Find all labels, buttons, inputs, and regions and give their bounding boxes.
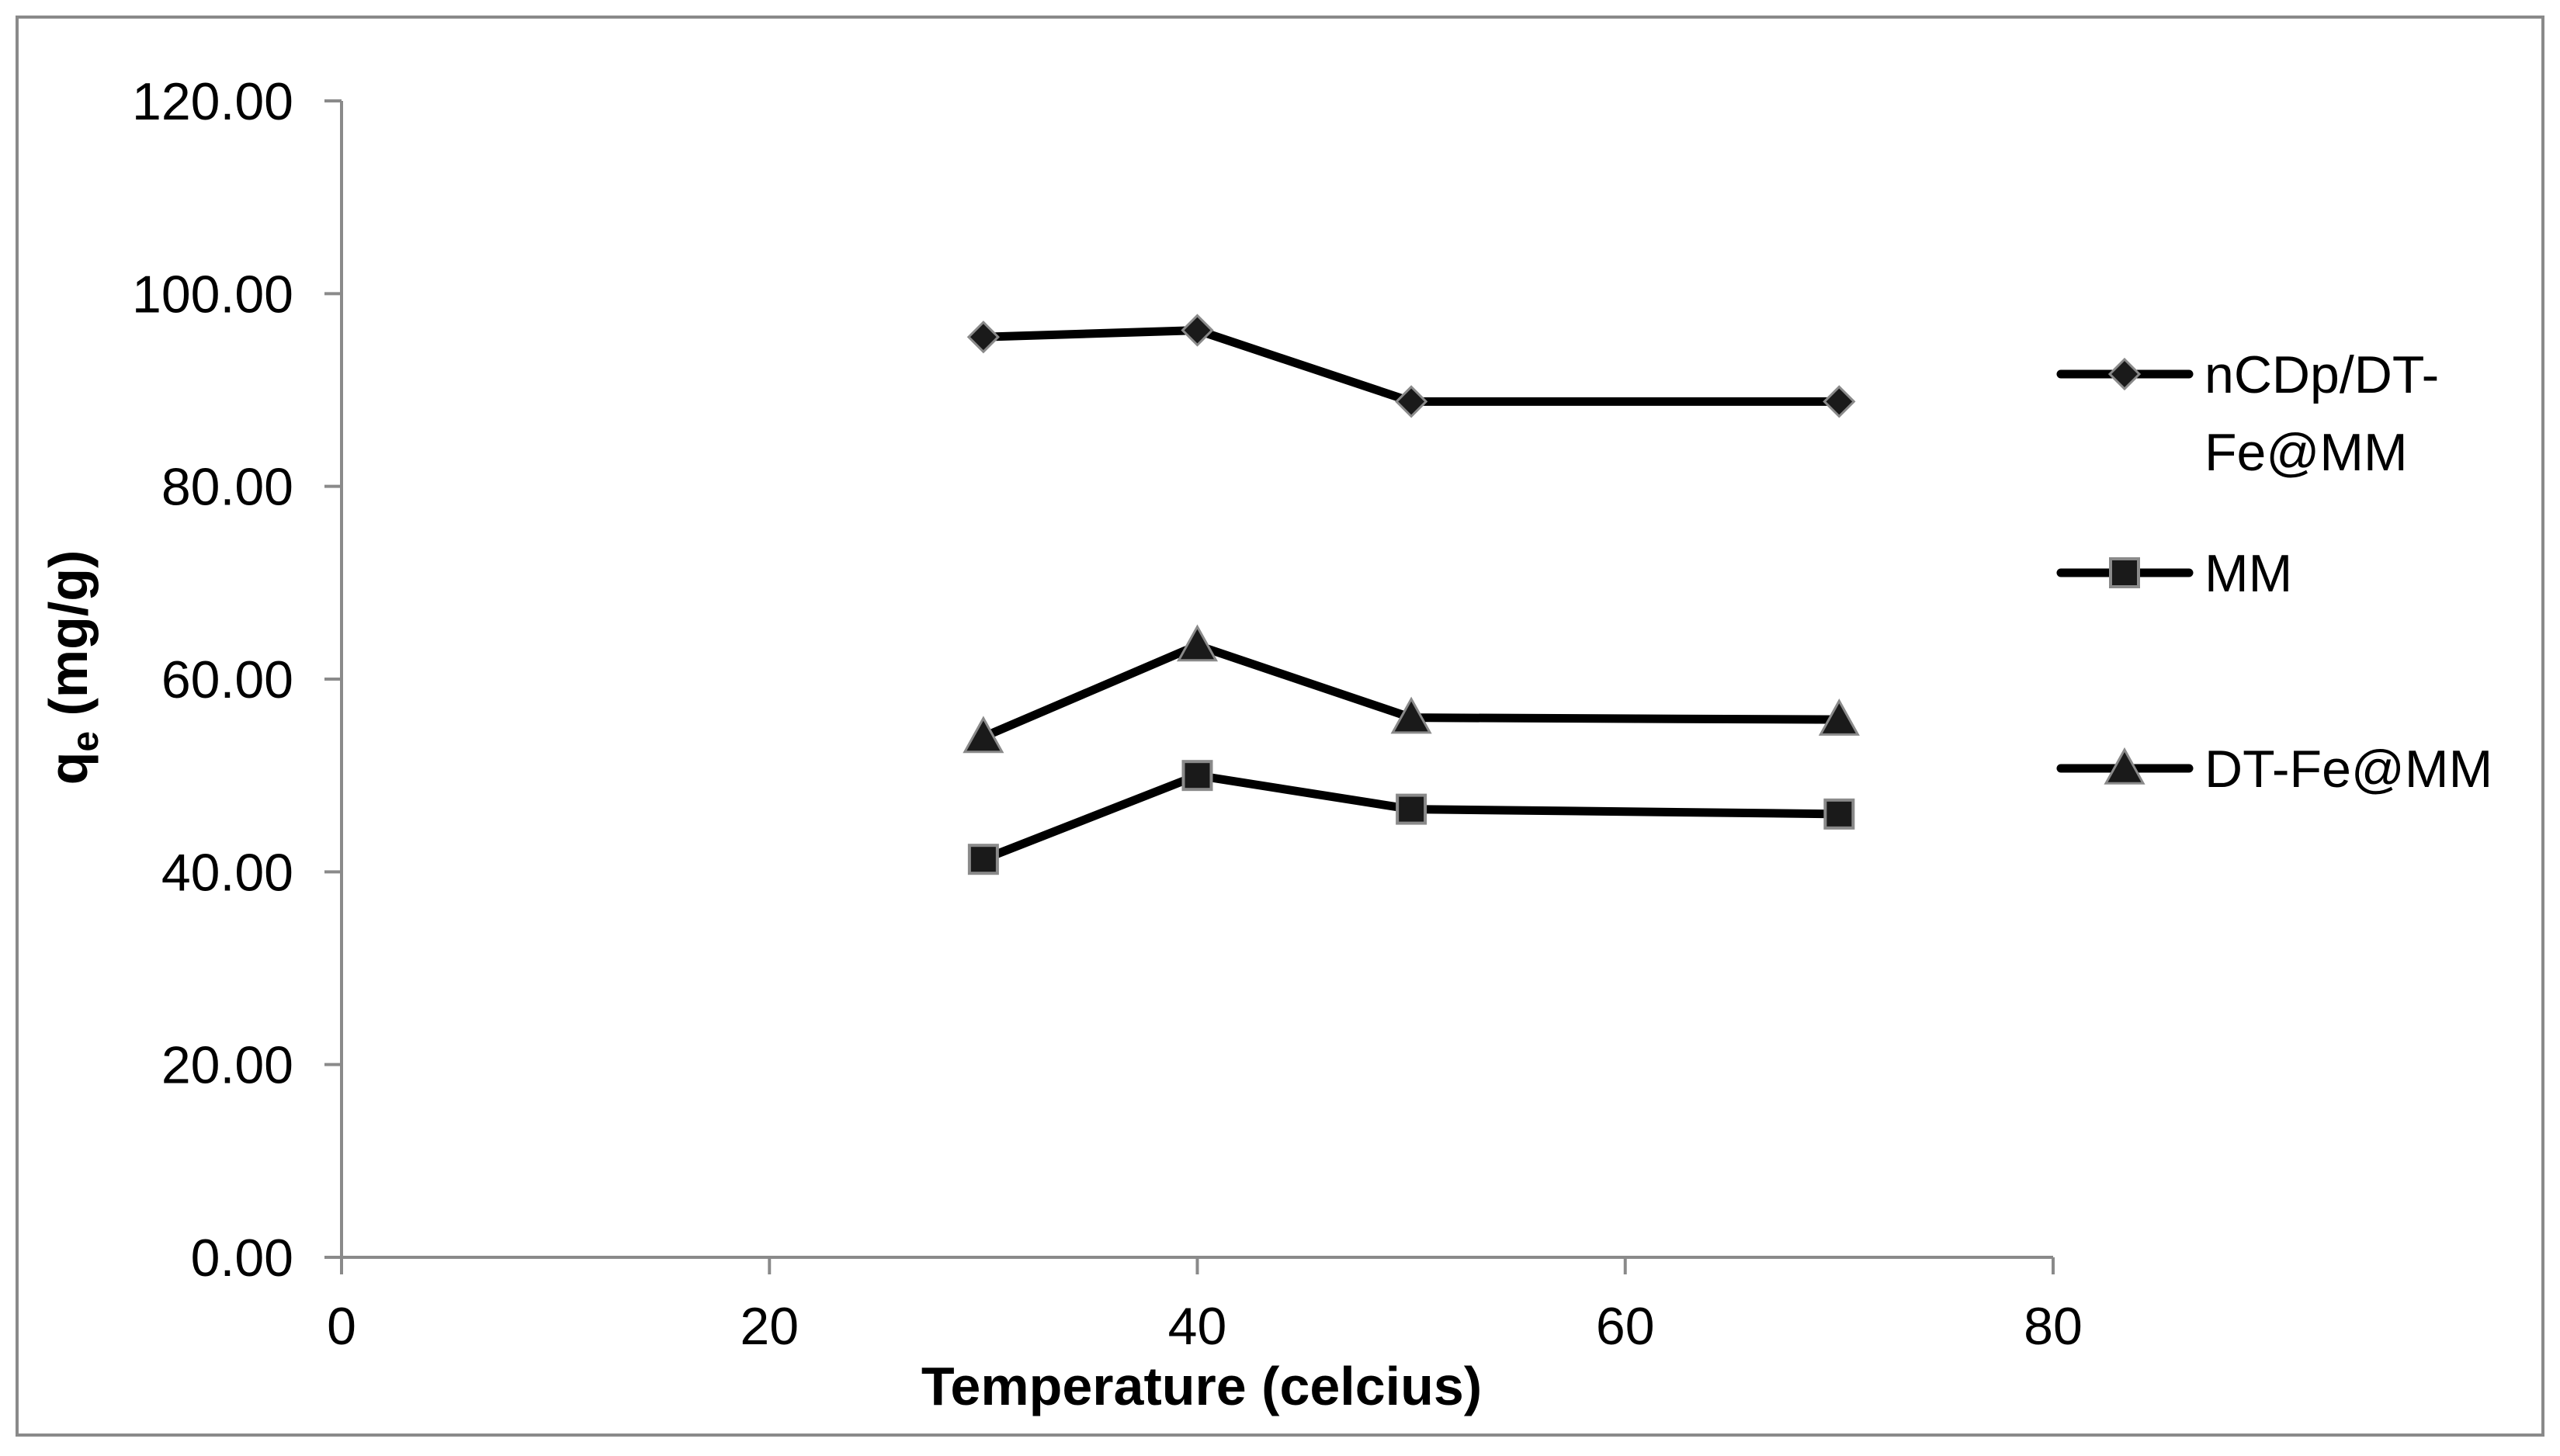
legend-label-ncdp-dt-fe-mm: Fe@MM [2204,423,2408,482]
legend: nCDp/DT- Fe@MM MM DT-Fe@MM [2056,345,2492,799]
legend-label-mm: MM [2204,544,2292,603]
legend-marker-ncdp-dt-fe-mm [2107,357,2142,391]
data-point-dt-fe-mm [1818,699,1860,736]
data-point-ncdp-dt-fe-mm [966,321,1000,354]
x-axis-title: Temperature (celcius) [921,1356,1482,1416]
legend-label-ncdp-dt-fe-mm: nCDp/DT- [2204,345,2439,404]
y-tick-label: 60.00 [161,650,293,709]
series-line-mm [979,771,1844,864]
y-tick-label: 80.00 [161,458,293,517]
x-tick-label: 0 [327,1297,356,1356]
x-tick-label: 60 [1596,1297,1655,1356]
legend-marker-mm [2109,557,2140,588]
y-tick-label: 0.00 [191,1229,293,1288]
y-tick-label: 120.00 [132,72,293,131]
series-line-ncdp-dt-fe-mm [979,326,1844,406]
legend-marker-dt-fe-mm [2104,747,2145,785]
legend-label-dt-fe-mm: DT-Fe@MM [2204,740,2492,799]
y-tick-label: 20.00 [161,1036,293,1095]
data-point-dt-fe-mm [963,716,1004,754]
y-tick-label: 100.00 [132,265,293,324]
data-point-mm [1181,760,1213,792]
data-point-mm [967,844,999,875]
data-point-ncdp-dt-fe-mm [1181,314,1214,347]
axes: 0.00 20.00 40.00 60.00 80.00 100.00 120.00 0 20 4… [132,72,2083,1356]
x-tick-label: 80 [2024,1297,2083,1356]
data-point-dt-fe-mm [1390,696,1432,734]
x-tick-label: 20 [740,1297,799,1356]
data-point-dt-fe-mm [1176,624,1219,662]
data-point-mm [1396,793,1427,825]
plot-series [963,314,1860,875]
data-point-mm [1823,798,1855,830]
series-line-dt-fe-mm [979,641,1844,741]
y-axis-title-units: (mg/g) [38,550,99,731]
y-axis-title-main: q [38,752,99,785]
data-point-ncdp-dt-fe-mm [1823,385,1856,418]
data-point-ncdp-dt-fe-mm [1395,385,1428,418]
x-tick-label: 40 [1168,1297,1227,1356]
y-axis-title: qe (mg/g) [38,550,106,785]
y-axis-title-subscript: e [65,731,106,752]
y-tick-label: 40.00 [161,843,293,902]
chart-frame [16,16,2544,1437]
